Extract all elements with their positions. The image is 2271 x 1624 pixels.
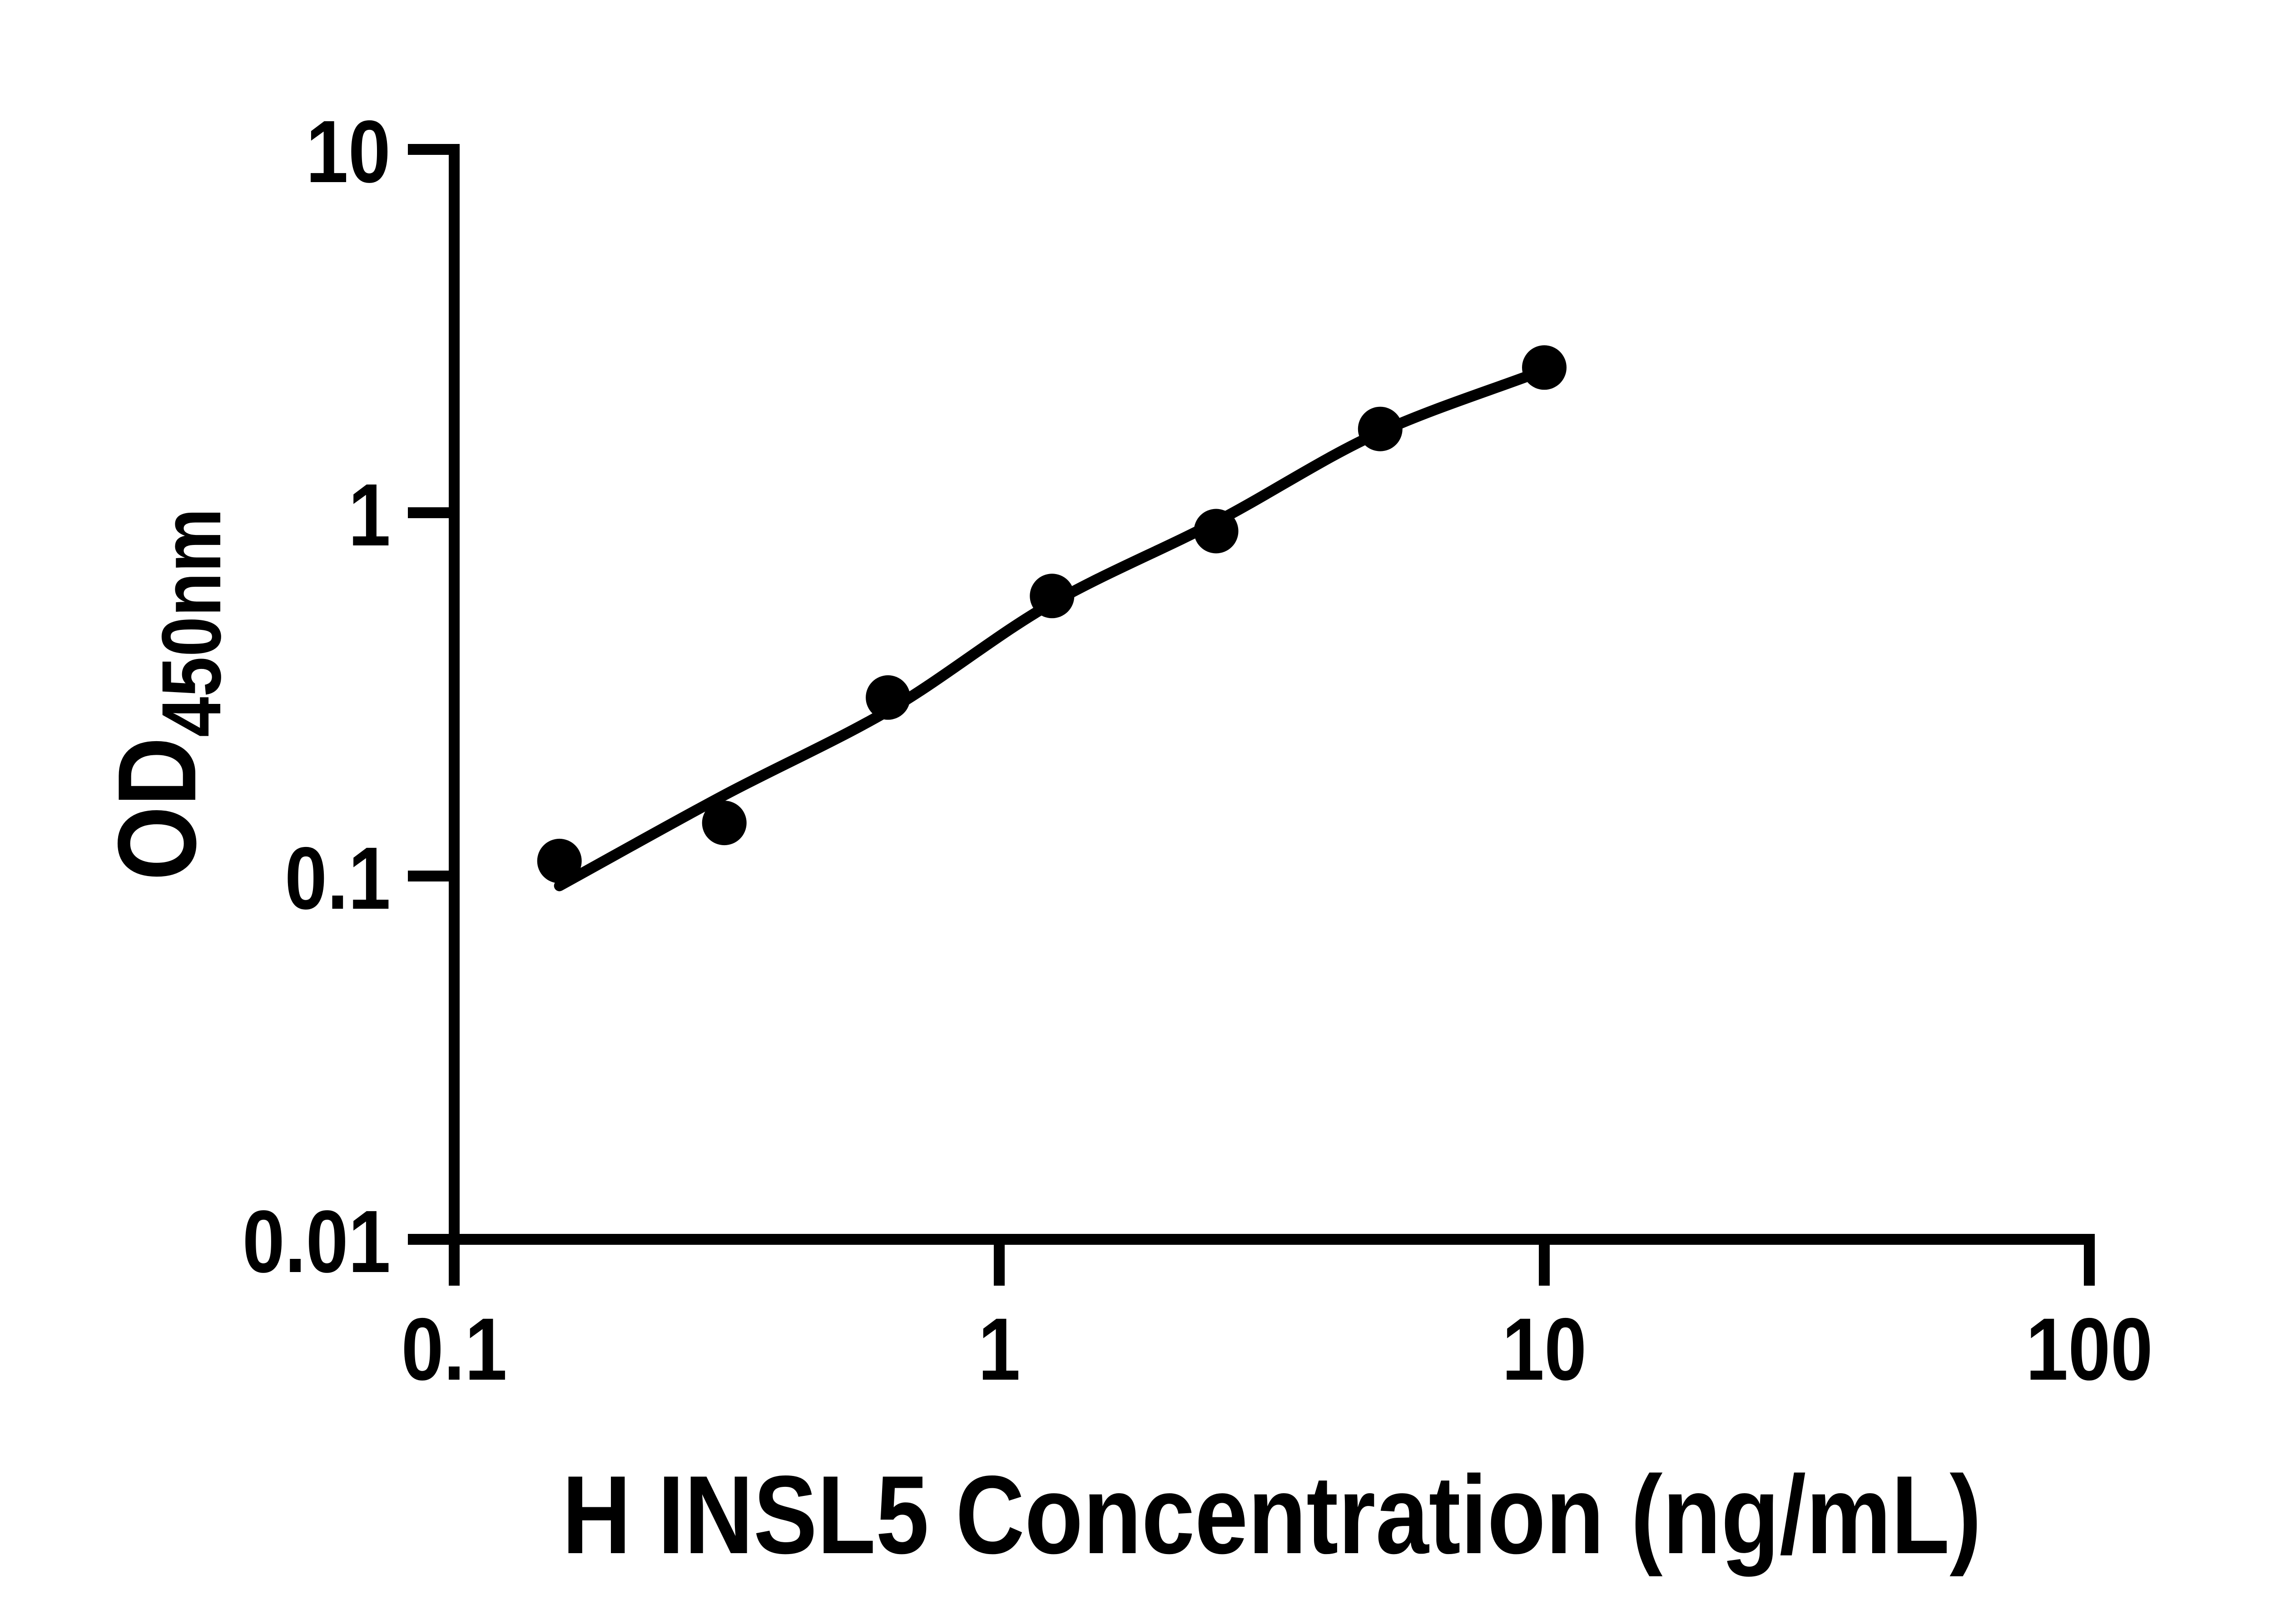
data-point-6 (1358, 406, 1403, 451)
y-axis-title-subscript: 450nm (144, 508, 238, 737)
fitted-curve (554, 364, 1550, 891)
data-point-4 (1030, 574, 1075, 619)
x-tick-label-10: 10 (1502, 1299, 1587, 1399)
x-tick-label-100: 100 (2026, 1299, 2153, 1399)
data-point-2 (702, 801, 747, 846)
x-tick-label-0.1: 0.1 (401, 1299, 507, 1399)
x-axis-title: H INSL5 Concentration (ng/mL) (562, 1453, 1981, 1577)
data-point-7 (1522, 345, 1567, 390)
y-tick-label-10: 10 (306, 102, 391, 201)
y-axis-title: OD450nm (95, 508, 238, 881)
data-point-3 (866, 675, 911, 720)
y-tick-label-0.01: 0.01 (243, 1192, 391, 1291)
y-axis-title-main: OD (95, 737, 219, 881)
x-tick-label-1: 1 (978, 1299, 1020, 1399)
data-point-5 (1194, 509, 1239, 554)
y-tick-label-0.1: 0.1 (285, 828, 391, 928)
y-tick-label-1: 1 (348, 465, 391, 564)
data-point-1 (537, 838, 582, 883)
